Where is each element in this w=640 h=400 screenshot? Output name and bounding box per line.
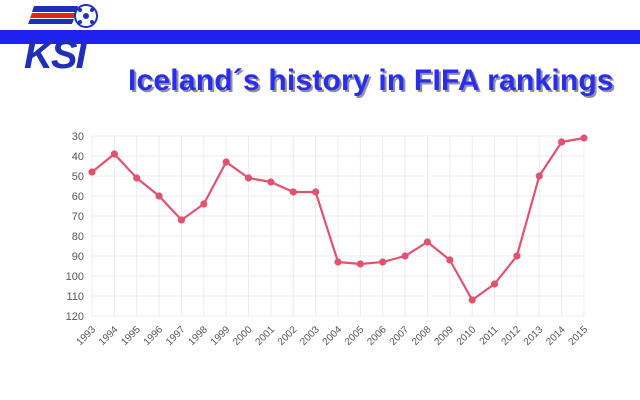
x-tick-label: 2015 — [567, 324, 591, 348]
data-point-1999 — [222, 158, 230, 166]
ksi-logo: KSI — [20, 0, 116, 80]
data-point-2008 — [423, 238, 432, 246]
data-point-1993 — [88, 168, 96, 176]
y-tick-label: 80 — [72, 231, 84, 243]
data-point-2015 — [580, 134, 588, 142]
data-point-2005 — [356, 260, 364, 268]
x-tick-label: 2003 — [298, 324, 322, 348]
data-point-2011 — [490, 280, 499, 288]
x-tick-label: 2004 — [321, 324, 345, 348]
chart-grid — [91, 135, 585, 317]
y-tick-label: 60 — [72, 191, 84, 203]
data-point-1997 — [177, 216, 186, 224]
data-point-1994 — [110, 150, 118, 158]
x-tick-label: 2014 — [544, 324, 568, 348]
x-tick-label: 2010 — [455, 324, 479, 348]
data-point-2001 — [267, 178, 275, 186]
x-tick-label: 2008 — [410, 324, 434, 348]
x-tick-label: 2012 — [500, 324, 524, 348]
data-point-2007 — [401, 252, 409, 260]
data-point-1995 — [133, 174, 141, 182]
header-band — [0, 30, 640, 44]
x-tick-label: 2001 — [254, 324, 278, 348]
data-point-1996 — [155, 192, 163, 200]
x-tick-label: 1998 — [186, 324, 210, 348]
x-tick-label: 2005 — [343, 324, 367, 348]
x-tick-label: 1996 — [142, 324, 166, 348]
data-point-2014 — [558, 138, 566, 146]
ranking-line-chart: 30 40 50 60 70 80 90 100 110 120 1993199419951996… — [66, 131, 591, 348]
series-points — [88, 134, 588, 304]
x-tick-label: 1993 — [75, 324, 99, 348]
y-tick-label: 50 — [72, 171, 84, 183]
x-tick-label: 1999 — [209, 324, 233, 348]
y-tick-label: 110 — [66, 291, 84, 303]
data-point-2004 — [334, 258, 342, 266]
data-point-2010 — [468, 296, 476, 304]
x-tick-label: 2013 — [522, 324, 546, 348]
x-axis-ticks: 1993199419951996199719981999200020012002… — [75, 324, 591, 348]
y-tick-label: 40 — [72, 151, 84, 163]
y-tick-label: 30 — [72, 131, 84, 143]
data-point-2002 — [289, 188, 297, 196]
y-tick-label: 90 — [72, 251, 84, 263]
data-point-2009 — [446, 256, 454, 264]
x-tick-label: 2006 — [365, 324, 389, 348]
data-point-2000 — [244, 174, 253, 182]
page-title: Iceland´s history in FIFA rankings — [128, 64, 614, 97]
data-point-1998 — [200, 200, 208, 208]
svg-text:KSI: KSI — [24, 33, 88, 77]
data-point-2012 — [513, 252, 521, 260]
x-tick-label: 2009 — [432, 324, 456, 348]
data-point-2003 — [312, 188, 320, 196]
data-point-2006 — [379, 258, 387, 266]
y-tick-label: 120 — [66, 311, 84, 323]
y-tick-label: 70 — [72, 211, 84, 223]
x-tick-label: 2002 — [276, 324, 300, 348]
x-tick-label: 1994 — [97, 324, 121, 348]
y-tick-label: 100 — [66, 271, 84, 283]
x-tick-label: 2011 — [478, 324, 501, 347]
data-point-2013 — [535, 172, 543, 180]
x-tick-label: 2007 — [388, 324, 412, 348]
x-tick-label: 1997 — [164, 324, 188, 348]
x-tick-label: 2000 — [231, 324, 255, 348]
x-tick-label: 1995 — [119, 324, 143, 348]
y-axis-ticks: 30 40 50 60 70 80 90 100 110 120 — [66, 131, 84, 323]
